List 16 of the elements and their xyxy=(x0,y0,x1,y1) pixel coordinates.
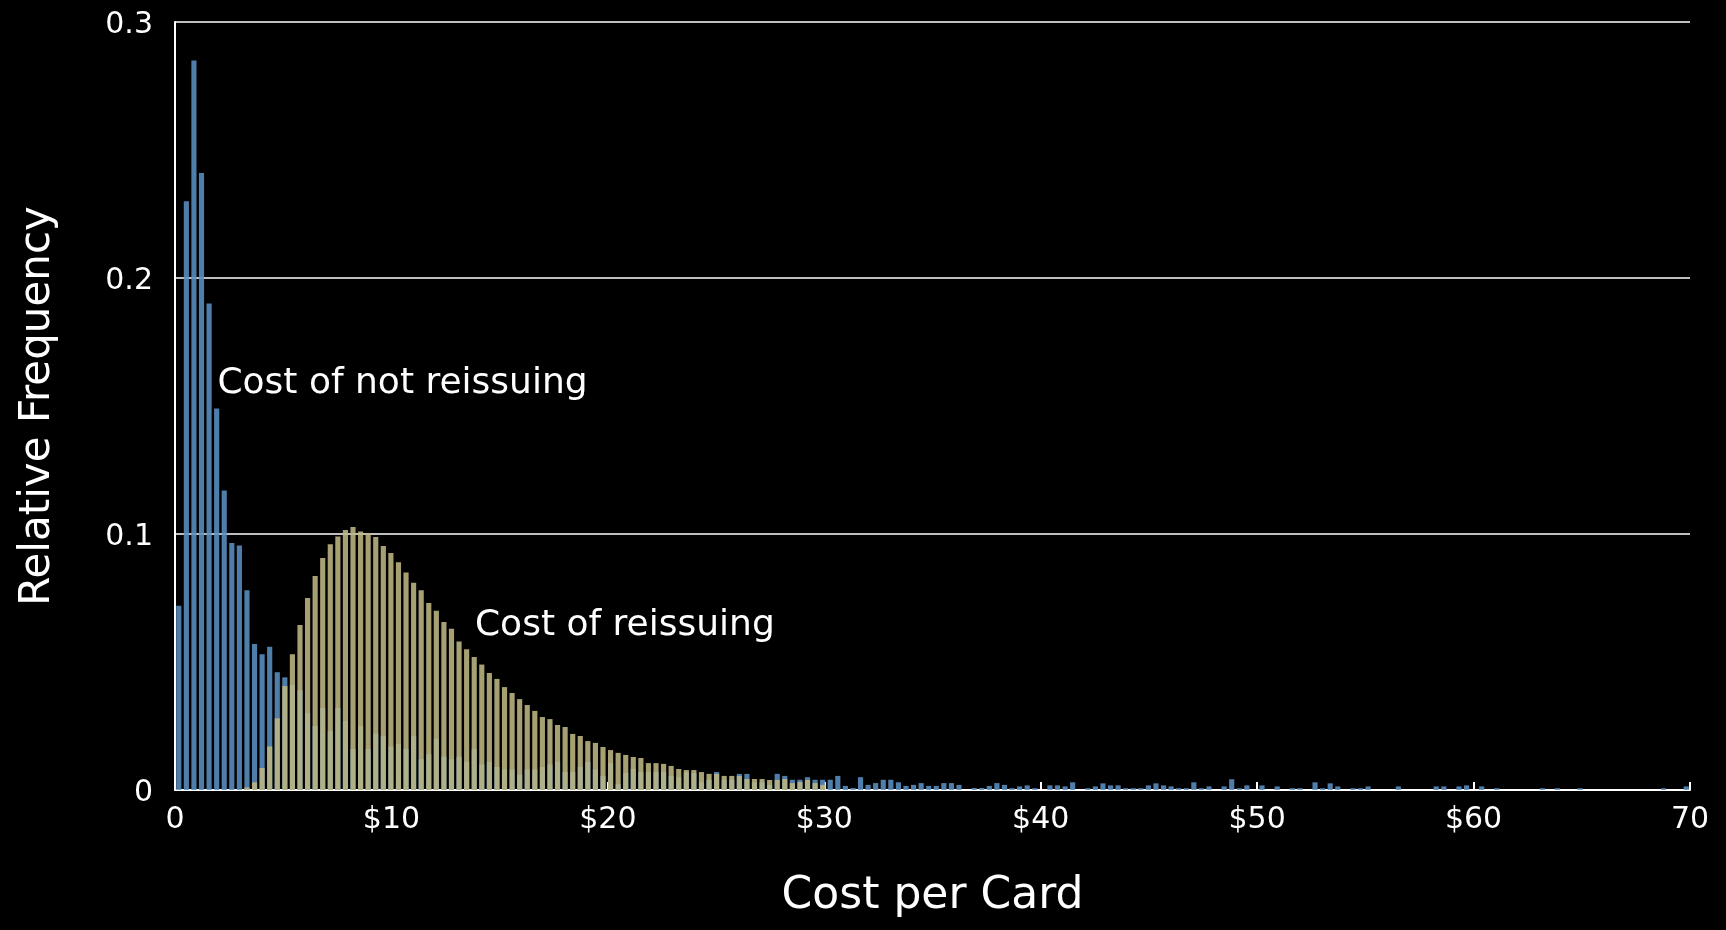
x-tick-label: $60 xyxy=(1444,799,1503,835)
x-tick-label: $20 xyxy=(579,799,637,835)
x-tick-label: 70 xyxy=(1670,799,1710,835)
y-tick-label: 0 xyxy=(133,772,153,808)
y-axis-title: Relative Frequency xyxy=(9,206,59,606)
x-tick-label: $30 xyxy=(795,799,853,835)
series-label: Cost of reissuing xyxy=(474,602,775,644)
x-tick-label: $50 xyxy=(1228,799,1286,835)
x-tick-label: $40 xyxy=(1012,799,1070,835)
x-axis-title: Cost per Card xyxy=(781,866,1084,918)
x-tick-label: 0 xyxy=(165,799,185,835)
x-tick-label: $10 xyxy=(362,799,421,835)
y-tick-label: 0.3 xyxy=(105,4,153,40)
y-tick-label: 0.1 xyxy=(105,516,153,552)
series-label: Cost of not reissuing xyxy=(217,360,588,402)
y-tick-label: 0.2 xyxy=(105,260,153,296)
